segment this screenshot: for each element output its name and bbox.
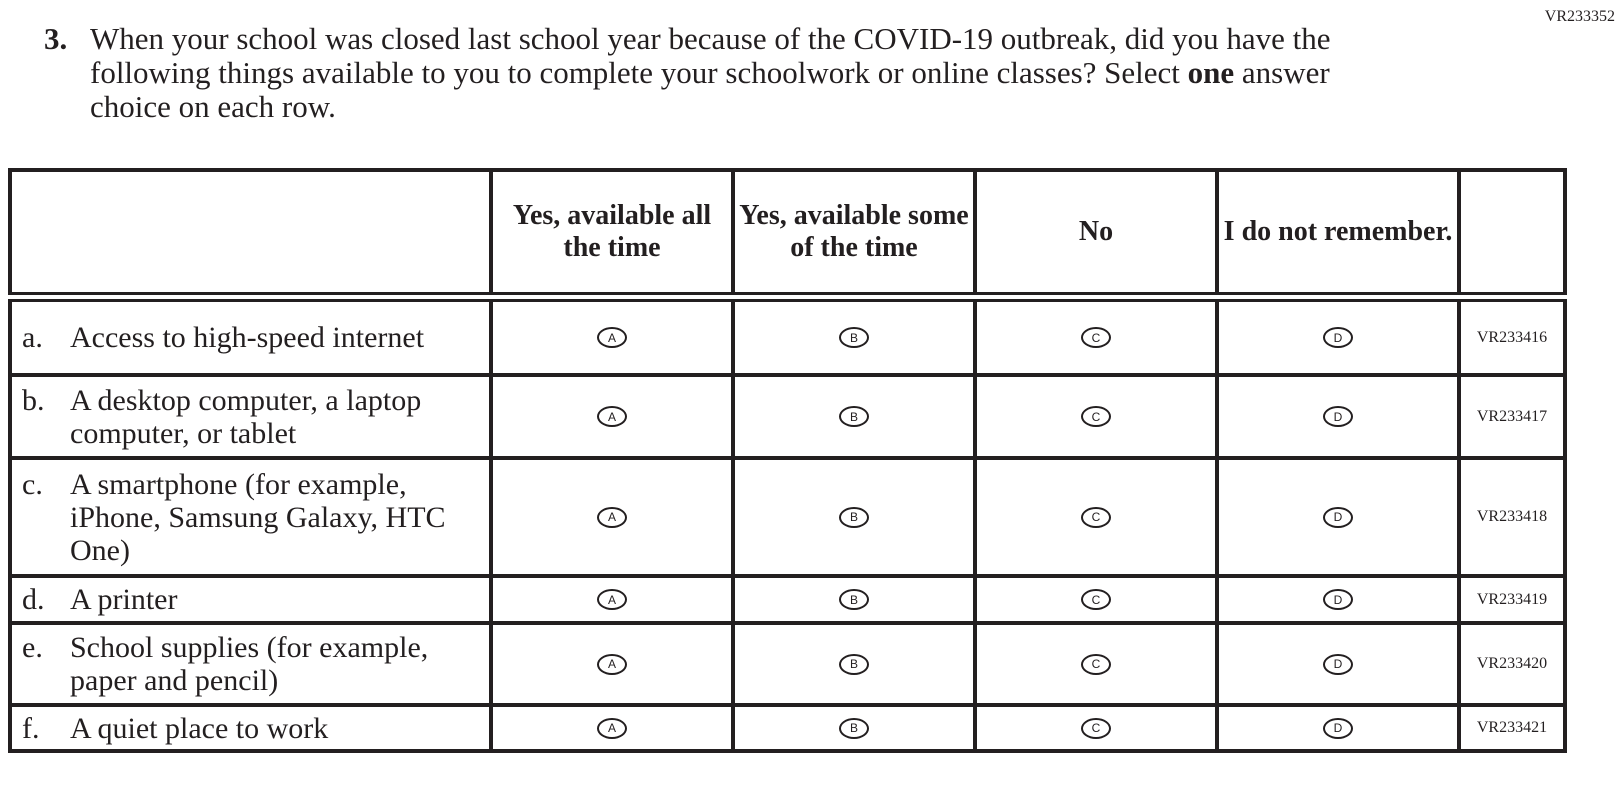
- row-item-id: VR233416: [1457, 295, 1567, 377]
- answer-cell: D: [1215, 373, 1461, 460]
- answer-cell: B: [731, 574, 977, 625]
- row-letter: b.: [22, 383, 45, 417]
- row-text: Access to high-speed internet: [70, 321, 425, 354]
- answer-bubble-a[interactable]: A: [597, 406, 627, 427]
- row-text: A desktop computer, a laptop computer, o…: [70, 383, 422, 450]
- answer-cell: A: [489, 295, 735, 377]
- table-row: d. A printer A B C D VR233419: [8, 574, 1567, 625]
- answer-cell: C: [973, 295, 1219, 377]
- row-letter: c.: [22, 467, 43, 501]
- answer-cell: B: [731, 295, 977, 377]
- column-header: No: [973, 168, 1219, 302]
- answer-cell: B: [731, 621, 977, 707]
- answer-grid: Yes, available all the time Yes, availab…: [8, 168, 1567, 753]
- answer-bubble-b[interactable]: B: [839, 406, 869, 427]
- answer-bubble-c[interactable]: C: [1081, 589, 1111, 610]
- row-item-id: VR233421: [1457, 703, 1567, 753]
- answer-cell: B: [731, 373, 977, 460]
- answer-bubble-c[interactable]: C: [1081, 717, 1111, 739]
- answer-cell: B: [731, 703, 977, 753]
- row-label: c. A smartphone (for example, iPhone, Sam…: [8, 456, 493, 578]
- question-text-part: When your school was closed last school …: [90, 21, 1331, 90]
- question-text: When your school was closed last school …: [90, 22, 1350, 124]
- header-row: Yes, available all the time Yes, availab…: [8, 168, 1567, 302]
- question-number: 3.: [44, 21, 68, 56]
- answer-cell: B: [731, 456, 977, 578]
- answer-cell: D: [1215, 703, 1461, 753]
- answer-cell: D: [1215, 456, 1461, 578]
- question-item-id: VR233352: [1544, 8, 1615, 25]
- row-item-id: VR233418: [1457, 456, 1567, 578]
- answer-cell: A: [489, 373, 735, 460]
- table-row: b. A desktop computer, a laptop computer,…: [8, 373, 1567, 460]
- answer-bubble-a[interactable]: A: [597, 506, 627, 528]
- row-text: A quiet place to work: [70, 711, 329, 745]
- answer-cell: C: [973, 373, 1219, 460]
- answer-cell: C: [973, 621, 1219, 707]
- header-blank: [1457, 168, 1567, 302]
- answer-cell: C: [973, 574, 1219, 625]
- row-label: f. A quiet place to work: [8, 703, 493, 753]
- answer-cell: A: [489, 703, 735, 753]
- column-header: I do not remember.: [1215, 168, 1461, 302]
- row-letter: e.: [22, 631, 43, 664]
- row-letter: d.: [22, 583, 45, 616]
- column-header: Yes, available some of the time: [731, 168, 977, 302]
- answer-cell: D: [1215, 295, 1461, 377]
- answer-bubble-a[interactable]: A: [597, 589, 627, 610]
- answer-bubble-a[interactable]: A: [597, 717, 627, 739]
- row-label: b. A desktop computer, a laptop computer,…: [8, 373, 493, 460]
- answer-bubble-d[interactable]: D: [1323, 653, 1353, 675]
- answer-bubble-d[interactable]: D: [1323, 327, 1353, 348]
- question: 3. When your school was closed last scho…: [44, 22, 1350, 124]
- answer-bubble-b[interactable]: B: [839, 589, 869, 610]
- answer-bubble-d[interactable]: D: [1323, 589, 1353, 610]
- answer-bubble-d[interactable]: D: [1323, 406, 1353, 427]
- row-label: d. A printer: [8, 574, 493, 625]
- row-text: A smartphone (for example, iPhone, Samsu…: [70, 467, 446, 567]
- row-label: e. School supplies (for example, paper an…: [8, 621, 493, 707]
- answer-bubble-b[interactable]: B: [839, 717, 869, 739]
- table-row: c. A smartphone (for example, iPhone, Sam…: [8, 456, 1567, 578]
- header-blank: [8, 168, 493, 302]
- answer-bubble-a[interactable]: A: [597, 327, 627, 348]
- row-text: A printer: [70, 583, 178, 616]
- row-letter: f.: [22, 711, 40, 745]
- answer-cell: A: [489, 456, 735, 578]
- row-item-id: VR233420: [1457, 621, 1567, 707]
- answer-bubble-b[interactable]: B: [839, 653, 869, 675]
- answer-bubble-b[interactable]: B: [839, 506, 869, 528]
- answer-cell: C: [973, 456, 1219, 578]
- question-emphasis: one: [1187, 55, 1235, 90]
- answer-bubble-b[interactable]: B: [839, 327, 869, 348]
- answer-cell: C: [973, 703, 1219, 753]
- answer-bubble-d[interactable]: D: [1323, 717, 1353, 739]
- row-item-id: VR233417: [1457, 373, 1567, 460]
- answer-bubble-a[interactable]: A: [597, 653, 627, 675]
- column-header: Yes, available all the time: [489, 168, 735, 302]
- row-item-id: VR233419: [1457, 574, 1567, 625]
- row-text: School supplies (for example, paper and …: [70, 631, 429, 697]
- table-row: a. Access to high-speed internet A B C D VR233…: [8, 295, 1567, 377]
- answer-bubble-c[interactable]: C: [1081, 506, 1111, 528]
- answer-cell: A: [489, 574, 735, 625]
- answer-bubble-c[interactable]: C: [1081, 327, 1111, 348]
- row-label: a. Access to high-speed internet: [8, 295, 493, 377]
- answer-cell: A: [489, 621, 735, 707]
- question-text-part: answer choice on each row.: [90, 55, 1330, 124]
- answer-bubble-c[interactable]: C: [1081, 653, 1111, 675]
- table-row: e. School supplies (for example, paper an…: [8, 621, 1567, 707]
- answer-bubble-c[interactable]: C: [1081, 406, 1111, 427]
- table-row: f. A quiet place to work A B C D VR233421: [8, 703, 1567, 753]
- answer-cell: D: [1215, 574, 1461, 625]
- row-letter: a.: [22, 321, 43, 354]
- answer-cell: D: [1215, 621, 1461, 707]
- answer-bubble-d[interactable]: D: [1323, 506, 1353, 528]
